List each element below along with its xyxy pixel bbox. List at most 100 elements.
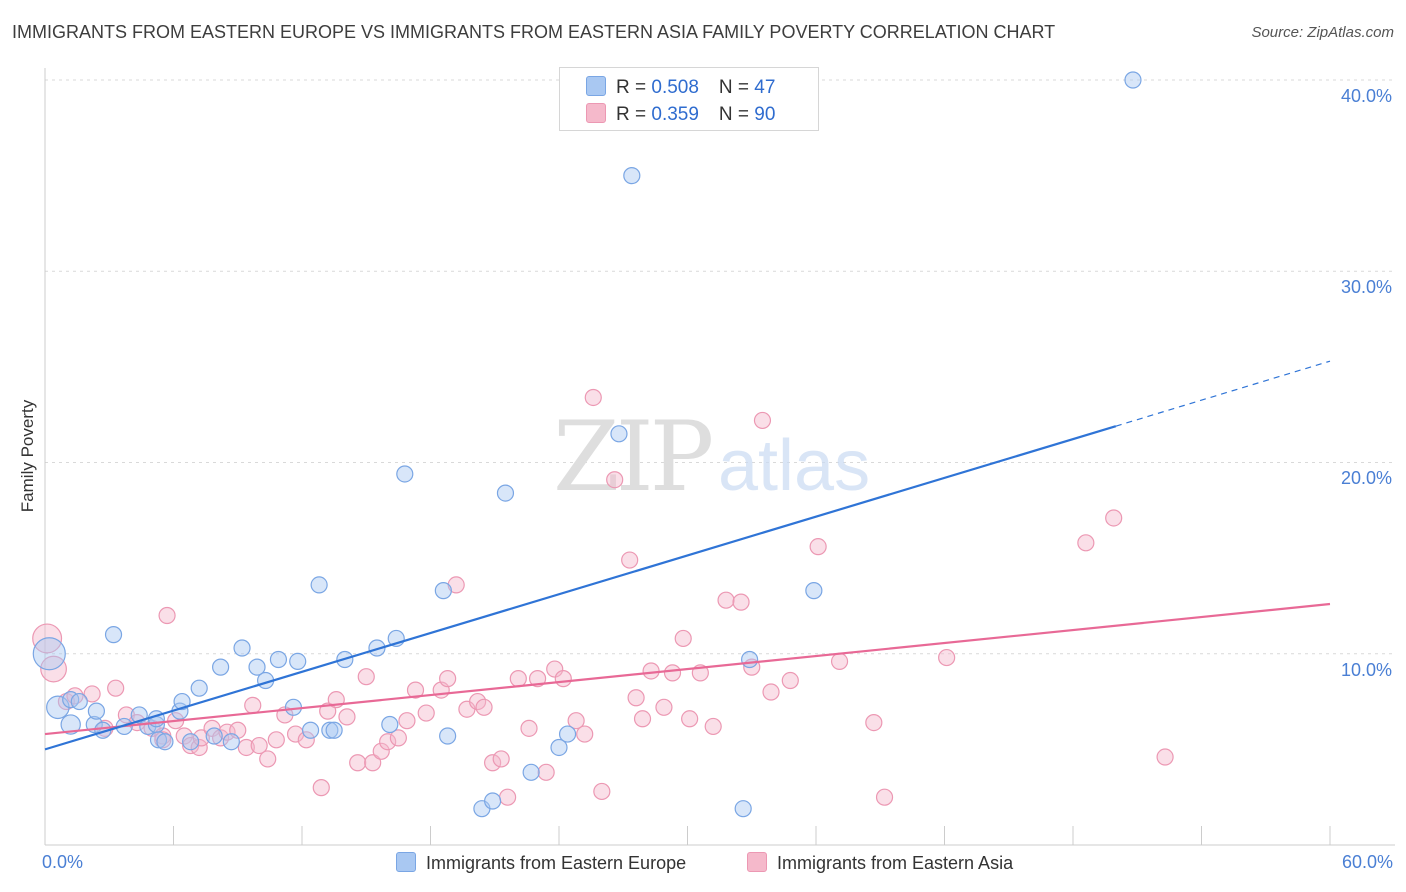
point-eastern-asia <box>732 593 750 611</box>
point-eastern-europe <box>522 763 540 781</box>
point-eastern-europe <box>550 738 568 757</box>
point-eastern-asia <box>439 670 457 688</box>
y-axis-title: Family Poverty <box>18 399 37 513</box>
point-eastern-europe <box>310 576 328 594</box>
point-eastern-europe <box>325 721 343 739</box>
point-eastern-asia <box>312 779 330 797</box>
point-eastern-asia <box>338 708 356 726</box>
point-eastern-europe <box>439 727 457 745</box>
point-eastern-europe <box>434 582 452 600</box>
point-eastern-asia <box>681 710 699 728</box>
legend-n-label: N = <box>718 77 755 98</box>
point-eastern-europe <box>381 715 399 734</box>
point-eastern-europe <box>269 650 288 669</box>
trend-lines <box>44 360 1331 751</box>
watermark-atlas: atlas <box>718 426 870 506</box>
point-eastern-asia <box>357 668 375 686</box>
point-eastern-europe <box>368 639 386 657</box>
point-eastern-asia <box>621 551 639 569</box>
point-eastern-asia <box>192 729 210 747</box>
point-eastern-asia <box>484 754 502 772</box>
point-eastern-asia <box>364 754 382 772</box>
point-eastern-asia <box>492 750 510 768</box>
chart-source: Source: ZipAtlas.com <box>1251 24 1394 41</box>
point-eastern-asia <box>633 710 652 728</box>
point-eastern-asia <box>875 788 894 806</box>
point-eastern-asia <box>781 671 799 690</box>
point-eastern-europe <box>156 733 174 751</box>
point-eastern-europe <box>610 425 628 443</box>
legend-r-value: 0.359 <box>651 104 699 125</box>
point-eastern-europe <box>1124 71 1142 89</box>
point-eastern-europe <box>289 652 307 671</box>
point-eastern-europe <box>212 658 230 676</box>
point-eastern-europe <box>182 733 200 751</box>
point-eastern-asia <box>762 683 780 701</box>
point-eastern-europe <box>805 582 823 600</box>
point-eastern-europe <box>623 167 641 185</box>
point-eastern-europe <box>149 731 168 749</box>
point-eastern-asia <box>250 736 268 755</box>
point-eastern-asia <box>1105 509 1123 527</box>
point-eastern-europe <box>248 658 266 676</box>
point-eastern-asia <box>663 664 682 682</box>
y-tick-label-10: 10.0% <box>1340 660 1392 680</box>
legend-swatch-blue <box>586 76 606 96</box>
point-eastern-asia <box>520 719 538 737</box>
point-eastern-asia <box>469 692 487 711</box>
point-eastern-europe <box>734 800 752 818</box>
legend-row-eastern-asia: R = 0.359 N = 90 <box>586 103 775 126</box>
point-eastern-asia <box>297 731 315 749</box>
point-eastern-europe <box>60 714 81 735</box>
point-eastern-asia <box>406 681 425 699</box>
point-eastern-asia <box>475 698 493 716</box>
legend-label: Immigrants from Eastern Europe <box>426 853 687 873</box>
point-eastern-asia <box>593 782 611 801</box>
y-tick-label-20: 20.0% <box>1340 468 1392 488</box>
legend-item-eastern-asia: Immigrants from Eastern Asia <box>747 852 1013 874</box>
point-eastern-europe <box>233 639 251 657</box>
legend-n-value: 47 <box>754 77 776 98</box>
point-eastern-asia <box>398 712 416 730</box>
point-eastern-asia <box>237 738 255 757</box>
point-eastern-asia <box>158 606 176 625</box>
point-eastern-asia <box>865 713 883 732</box>
point-eastern-asia <box>753 411 772 430</box>
point-eastern-europe <box>87 702 106 720</box>
point-eastern-europe <box>484 792 502 810</box>
point-eastern-europe <box>558 725 577 743</box>
point-eastern-asia <box>567 712 585 730</box>
point-eastern-asia <box>1156 748 1174 766</box>
point-eastern-asia <box>537 763 555 781</box>
point-eastern-asia <box>107 679 125 697</box>
point-eastern-asia <box>606 471 624 489</box>
legend-row-eastern-europe: R = 0.508 N = 47 <box>586 76 775 99</box>
legend-r-label: R = <box>616 77 652 98</box>
point-eastern-asia <box>554 670 572 688</box>
point-eastern-asia <box>584 388 602 407</box>
trend-line-eastern-europe <box>44 425 1117 751</box>
point-eastern-europe <box>396 465 414 483</box>
point-eastern-asia <box>319 702 337 720</box>
y-tick-label-40: 40.0% <box>1340 86 1392 106</box>
point-eastern-asia <box>259 750 277 768</box>
point-eastern-asia <box>372 742 390 760</box>
axes <box>44 68 1395 846</box>
point-eastern-europe <box>321 721 339 739</box>
point-eastern-asia <box>809 538 827 556</box>
legend-swatch-pink <box>747 852 767 872</box>
watermark-zip: ZIP <box>553 401 712 513</box>
point-eastern-asia <box>509 670 527 688</box>
legend-n-label: N = <box>718 104 755 125</box>
point-eastern-europe <box>496 484 515 502</box>
point-eastern-asia <box>389 729 407 747</box>
y-tick-label-30: 30.0% <box>1340 277 1392 297</box>
gridlines <box>45 79 1395 655</box>
point-eastern-asia <box>349 754 367 772</box>
point-eastern-asia <box>655 698 673 716</box>
point-eastern-asia <box>417 704 435 722</box>
point-eastern-asia <box>546 660 564 678</box>
x-tick-label-max: 60.0% <box>1341 852 1393 872</box>
point-eastern-europe <box>205 727 223 745</box>
